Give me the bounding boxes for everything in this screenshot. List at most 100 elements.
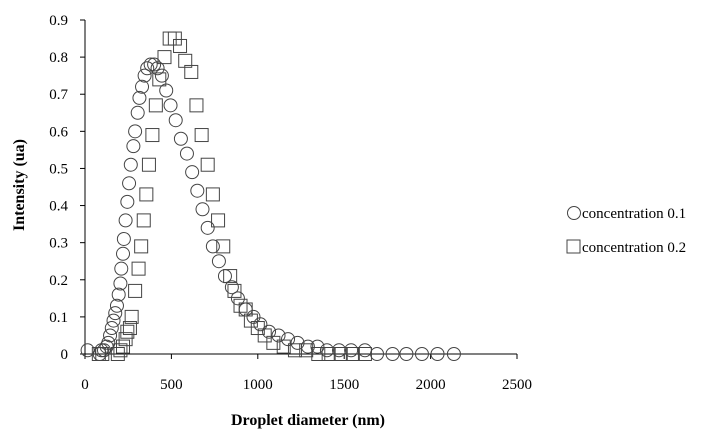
data-point-square	[120, 324, 135, 339]
data-point-square	[162, 31, 177, 46]
data-point-square	[266, 335, 281, 350]
data-point-square	[227, 283, 242, 298]
data-point-square	[136, 213, 151, 228]
data-point-circle	[205, 239, 220, 254]
legend-marker-square	[566, 239, 581, 254]
data-point-circle	[370, 347, 385, 361]
data-point-circle	[132, 90, 147, 105]
y-tick-label: 0.4	[49, 199, 68, 215]
data-point-square	[223, 269, 238, 284]
data-point-circle	[104, 321, 119, 336]
data-point-square	[95, 347, 110, 361]
data-point-square	[357, 347, 372, 361]
data-point-circle	[122, 176, 137, 191]
data-point-circle	[310, 339, 325, 354]
legend: concentration 0.1 concentration 0.2	[566, 206, 686, 256]
data-point-circle	[126, 139, 141, 154]
x-tick-label: 2500	[502, 377, 532, 393]
data-point-circle	[154, 68, 169, 83]
data-point-circle	[271, 328, 286, 343]
data-point-circle	[140, 61, 155, 76]
legend-item-series-1: concentration 0.1	[567, 206, 686, 222]
data-point-circle	[97, 343, 112, 358]
data-point-circle	[200, 220, 215, 235]
data-point-circle	[319, 343, 334, 358]
data-point-square	[152, 72, 167, 87]
data-points	[80, 31, 461, 361]
x-tick-label: 1500	[329, 377, 359, 393]
data-point-circle	[135, 79, 150, 94]
x-axis-title: Droplet diameter (nm)	[231, 412, 385, 429]
data-point-circle	[168, 113, 183, 128]
data-point-circle	[357, 343, 372, 358]
data-point-square	[194, 128, 209, 143]
data-point-circle	[120, 194, 135, 209]
data-point-circle	[114, 261, 129, 276]
data-point-circle	[253, 317, 268, 332]
data-point-square	[145, 128, 160, 143]
x-tick-label: 1000	[243, 377, 273, 393]
data-point-square	[287, 343, 302, 358]
data-point-circle	[344, 343, 359, 358]
data-point-circle	[113, 276, 128, 291]
y-axis-title: Intensity (ua)	[11, 139, 28, 231]
data-point-square	[167, 31, 182, 46]
data-point-circle	[106, 313, 121, 328]
data-point-square	[257, 328, 272, 343]
data-point-square	[110, 347, 125, 361]
y-tick-label: 0.3	[49, 236, 68, 252]
data-point-square	[311, 347, 326, 361]
y-tick-label: 0.8	[49, 50, 68, 66]
data-point-square	[124, 309, 139, 324]
y-axis-ticks: 0 0.1 0.2 0.3 0.4 0.5 0.6 0.7 0.8 0.9	[49, 13, 85, 363]
data-point-circle	[103, 328, 118, 343]
data-point-circle	[118, 213, 133, 228]
data-point-square	[116, 339, 131, 354]
y-tick-label: 0.9	[49, 13, 68, 29]
data-point-circle	[230, 291, 245, 306]
data-point-square	[189, 98, 204, 113]
data-point-square	[157, 50, 172, 65]
data-point-square	[131, 261, 146, 276]
data-point-circle	[137, 68, 152, 83]
data-point-circle	[185, 165, 200, 180]
data-point-square	[128, 283, 143, 298]
data-point-square	[299, 343, 314, 358]
legend-label-series-2: concentration 0.2	[582, 240, 686, 256]
data-point-square	[216, 239, 231, 254]
x-axis-ticks: 0 500 1000 1500 2000 2500	[81, 354, 532, 393]
data-point-circle	[111, 287, 126, 302]
data-point-square	[233, 298, 248, 313]
data-point-square	[321, 347, 336, 361]
data-point-circle	[123, 157, 138, 172]
x-tick-label: 0	[81, 377, 89, 393]
data-point-square	[211, 213, 226, 228]
y-tick-label: 0.7	[49, 87, 68, 103]
data-point-circle	[116, 231, 131, 246]
data-point-circle	[179, 146, 194, 161]
data-point-square	[238, 302, 253, 317]
data-point-circle	[116, 246, 131, 261]
data-point-circle	[143, 57, 158, 72]
series-2	[91, 31, 372, 361]
data-point-square	[148, 98, 163, 113]
data-point-circle	[195, 202, 210, 217]
data-point-square	[134, 239, 149, 254]
data-point-circle	[128, 124, 143, 139]
data-point-square	[276, 339, 291, 354]
data-point-circle	[211, 254, 226, 269]
data-point-circle	[130, 105, 145, 120]
data-point-square	[122, 321, 137, 336]
data-point-circle	[332, 343, 347, 358]
legend-label-series-1: concentration 0.1	[582, 206, 686, 222]
data-point-square	[333, 347, 348, 361]
y-tick-label: 0.1	[49, 310, 68, 326]
y-tick-label: 0.5	[49, 161, 68, 177]
y-tick-label: 0.6	[49, 124, 68, 140]
y-tick-label: 0.2	[49, 273, 68, 289]
data-point-square	[173, 38, 188, 53]
data-point-circle	[109, 298, 124, 313]
data-point-circle	[414, 347, 429, 361]
data-point-circle	[147, 57, 162, 72]
data-point-circle	[446, 347, 461, 361]
